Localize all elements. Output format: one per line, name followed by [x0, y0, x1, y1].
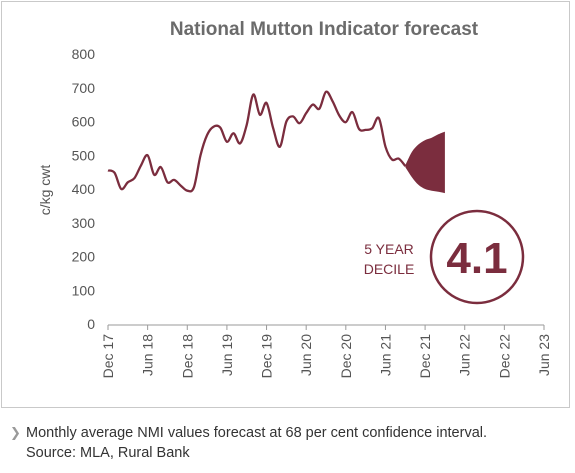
x-axis-ticks: Dec 17 Jun 18 Dec 18 Jun 19 Dec 19 Jun 20 Dec …	[100, 325, 552, 378]
x-tick-label: Jun 23	[536, 334, 552, 376]
y-tick-label: 700	[72, 80, 96, 96]
y-tick-label: 600	[72, 114, 96, 130]
decile-label-line1: 5 YEAR	[364, 241, 414, 257]
y-tick-label: 0	[87, 316, 95, 332]
y-tick-label: 300	[72, 215, 96, 231]
decile-value: 4.1	[446, 234, 507, 283]
x-tick-label: Jun 22	[457, 334, 473, 376]
x-tick-label: Jun 20	[298, 334, 314, 376]
caption-source: Source: MLA, Rural Bank	[26, 445, 190, 461]
y-axis-label: c/kg cwt	[37, 165, 53, 216]
x-tick-label: Dec 20	[338, 334, 354, 379]
y-tick-label: 100	[72, 282, 96, 298]
x-tick-label: Dec 17	[100, 334, 116, 379]
decile-label-line2: DECILE	[364, 261, 415, 277]
chart-title: National Mutton Indicator forecast	[170, 19, 479, 40]
x-tick-label: Dec 21	[417, 334, 433, 379]
y-tick-label: 400	[72, 181, 96, 197]
x-tick-label: Jun 18	[140, 334, 156, 376]
y-axis-ticks: 0 100 200 300 400 500 600 700 800	[72, 46, 96, 332]
chevron-right-icon: ❯	[10, 425, 21, 440]
nmi-series-line	[107, 90, 407, 193]
chart-frame: National Mutton Indicator forecast c/kg …	[1, 1, 570, 408]
forecast-confidence-band	[405, 131, 445, 194]
x-tick-label: Dec 19	[259, 334, 275, 379]
y-tick-label: 500	[72, 147, 96, 163]
x-tick-label: Dec 22	[496, 334, 512, 379]
y-tick-label: 200	[72, 249, 96, 265]
y-tick-label: 800	[72, 46, 96, 62]
decile-badge: 5 YEAR DECILE 4.1	[364, 209, 525, 305]
caption-note: Monthly average NMI values forecast at 6…	[26, 425, 488, 441]
decile-circle	[429, 209, 525, 305]
x-tick-label: Dec 18	[179, 334, 195, 379]
x-tick-label: Jun 21	[377, 334, 393, 376]
x-tick-label: Jun 19	[219, 334, 235, 376]
caption: ❯ Monthly average NMI values forecast at…	[10, 423, 570, 463]
chart-canvas: National Mutton Indicator forecast c/kg …	[37, 19, 552, 378]
